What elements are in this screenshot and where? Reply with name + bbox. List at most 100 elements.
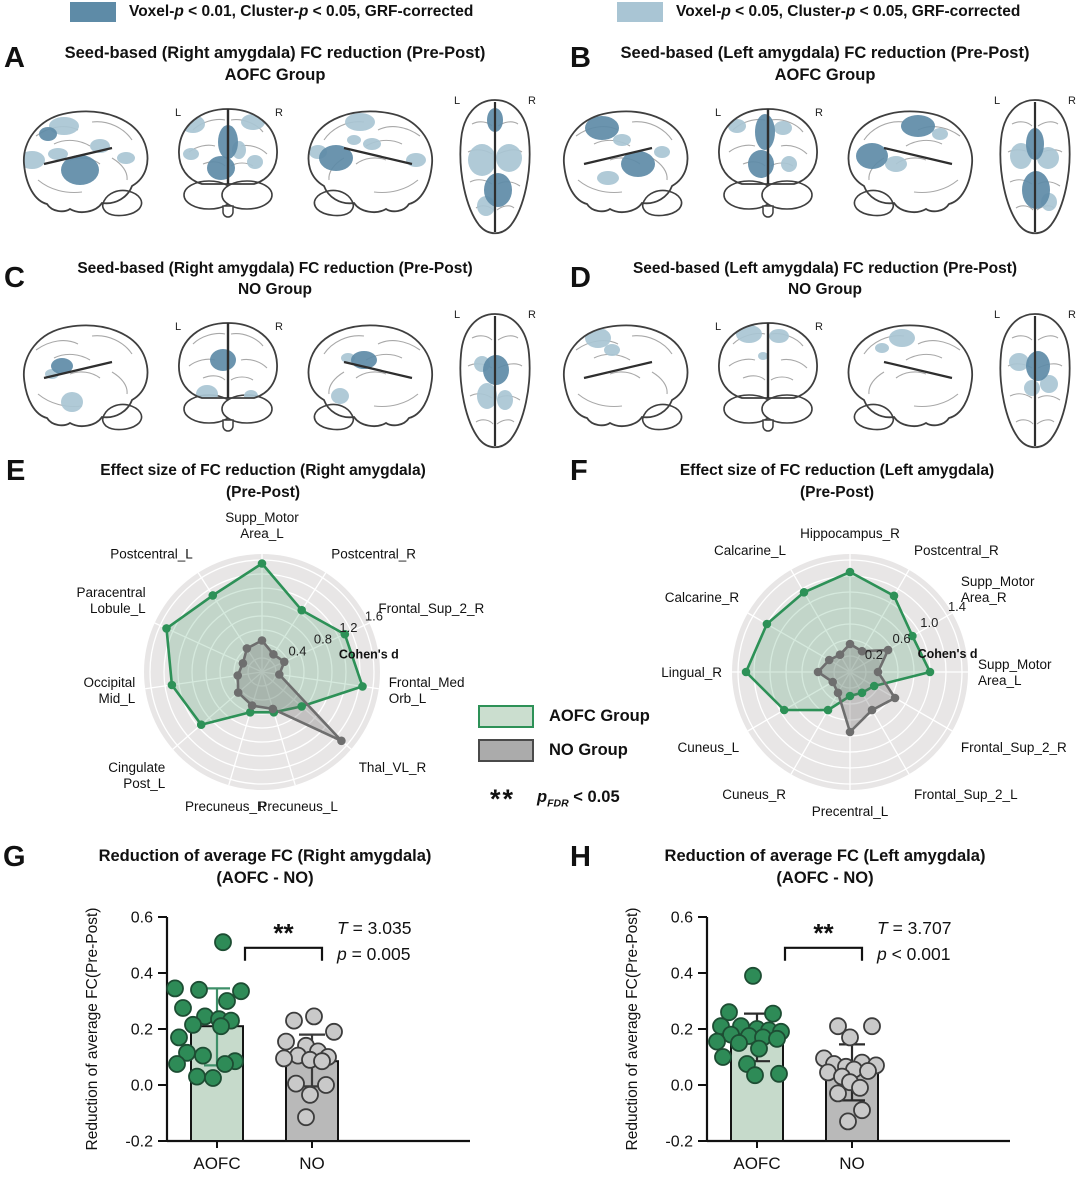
svg-text:R: R	[1068, 309, 1076, 321]
no-group-swatch	[478, 739, 534, 762]
svg-text:0.2: 0.2	[131, 1022, 153, 1039]
svg-text:Precentral_L: Precentral_L	[812, 804, 889, 819]
svg-text:Lingual_R: Lingual_R	[661, 665, 722, 680]
svg-text:T = 3.707: T = 3.707	[877, 918, 951, 938]
svg-text:Hippocampus_R: Hippocampus_R	[800, 526, 900, 541]
panel-a: A Seed-based (Right amygdala) FC reducti…	[0, 40, 540, 255]
svg-text:0.4: 0.4	[288, 643, 306, 658]
svg-text:L: L	[454, 309, 460, 321]
brain-view-0	[563, 324, 689, 431]
significance-note: ** pFDR < 0.05	[478, 785, 698, 812]
svg-text:Postcentral_L: Postcentral_L	[110, 546, 193, 561]
svg-text:R: R	[275, 107, 283, 119]
svg-text:Precuneus_L: Precuneus_L	[258, 799, 338, 814]
panel-d-letter: D	[570, 262, 591, 294]
svg-text:NO: NO	[839, 1154, 865, 1173]
svg-text:Cohen's d: Cohen's d	[339, 648, 399, 662]
significance-stars: **	[813, 918, 834, 948]
svg-text:-0.2: -0.2	[125, 1134, 153, 1151]
panel-b-title: Seed-based (Left amygdala) FC reduction …	[620, 44, 1030, 84]
significance-bracket	[243, 946, 324, 961]
svg-text:AOFC: AOFC	[193, 1154, 240, 1173]
legend-label-dark: Voxel-p < 0.01, Cluster-p < 0.05, GRF-co…	[129, 3, 474, 20]
svg-text:R: R	[528, 95, 536, 107]
brain-view-1: L R	[175, 321, 283, 432]
brain-view-1: L R	[715, 107, 823, 218]
brain-view-1: L R	[715, 321, 823, 432]
brain-view-3: L R	[454, 95, 536, 235]
significance-stars: **	[273, 918, 294, 948]
brain-view-3: L R	[994, 95, 1076, 235]
panel-f-radar-chart: 0.2 0.6 1.0 1.4 Cohen's d Hippocampus_R Postce…	[661, 526, 1067, 819]
svg-text:0.2: 0.2	[865, 647, 883, 662]
svg-text:0.8: 0.8	[314, 632, 332, 647]
panel-g-title: Reduction of average FC (Right amygdala)…	[98, 847, 432, 887]
svg-text:p < 0.001: p < 0.001	[876, 944, 950, 964]
svg-text:Frontal_Sup_2_R: Frontal_Sup_2_R	[378, 601, 484, 616]
aofc-group-label: AOFC Group	[549, 707, 650, 725]
brain-view-2	[847, 324, 973, 431]
panel-c-letter: C	[4, 262, 25, 294]
legend-item-no: NO Group	[478, 739, 698, 762]
svg-text:L: L	[715, 107, 721, 119]
panel-d-brain-figure: L R L R	[563, 309, 1076, 449]
light-blue-swatch	[617, 2, 663, 22]
svg-text:Calcarine_L: Calcarine_L	[714, 543, 787, 558]
svg-text:R: R	[528, 309, 536, 321]
panel-h-bar-chart: 0.6 0.4 0.2 0.0 -0.2 Reduction of average FC(…	[624, 908, 1010, 1173]
svg-text:L: L	[175, 321, 181, 333]
svg-text:L: L	[454, 95, 460, 107]
svg-text:T = 3.035: T = 3.035	[337, 918, 411, 938]
brain-view-2	[307, 110, 433, 217]
brain-view-2	[847, 110, 973, 217]
panel-e-letter: E	[6, 455, 26, 487]
panel-g-letter: G	[3, 841, 26, 873]
legend-item-aofc: AOFC Group	[478, 705, 698, 728]
significance-bracket	[783, 946, 864, 961]
svg-text:Cohen's d: Cohen's d	[918, 647, 978, 661]
brain-view-0	[23, 324, 149, 431]
svg-text:-0.2: -0.2	[665, 1134, 693, 1151]
panel-e-radar-chart: 0.4 0.8 1.2 1.6 Cohen's d Supp_Motor Area_L Pos…	[77, 510, 485, 814]
legend-label-light: Voxel-p < 0.05, Cluster-p < 0.05, GRF-co…	[676, 3, 1021, 20]
svg-text:Frontal_Sup_2_R: Frontal_Sup_2_R	[961, 740, 1067, 755]
panel-h-letter: H	[570, 841, 591, 873]
svg-text:R: R	[815, 321, 823, 333]
panel-a-letter: A	[4, 42, 25, 74]
panel-b-letter: B	[570, 42, 591, 74]
aofc-group-swatch	[478, 705, 534, 728]
panel-e: E Effect size of FC reduction (Right amy…	[0, 455, 540, 835]
panel-d-title: Seed-based (Left amygdala) FC reduction …	[632, 260, 1018, 298]
svg-text:0.6: 0.6	[131, 910, 153, 927]
svg-text:p = 0.005: p = 0.005	[336, 944, 410, 964]
svg-text:NO: NO	[299, 1154, 325, 1173]
brain-view-0	[563, 110, 689, 217]
panel-b: B Seed-based (Left amygdala) FC reductio…	[540, 40, 1080, 255]
svg-text:0.6: 0.6	[893, 631, 911, 646]
panel-f-title: Effect size of FC reduction (Left amygda…	[679, 462, 995, 501]
svg-text:AOFC: AOFC	[733, 1154, 780, 1173]
p-fdr-label: pFDR < 0.05	[537, 788, 620, 810]
panel-a-brain-figure: L R L R	[23, 95, 536, 235]
brain-view-2	[307, 324, 433, 431]
svg-text:Postcentral_R: Postcentral_R	[914, 543, 999, 558]
svg-text:Reduction of average FC(Pre-Po: Reduction of average FC(Pre-Post)	[84, 908, 101, 1151]
svg-text:0.0: 0.0	[671, 1078, 693, 1095]
panel-g: G Reduction of average FC (Right amygdal…	[0, 835, 540, 1177]
panel-d: D Seed-based (Left amygdala) FC reductio…	[540, 258, 1080, 458]
panel-c-brain-figure: L R L R	[23, 309, 536, 449]
svg-text:0.0: 0.0	[131, 1078, 153, 1095]
group-legend: AOFC Group NO Group ** pFDR < 0.05	[478, 705, 698, 812]
svg-text:Reduction of average FC(Pre-Po: Reduction of average FC(Pre-Post)	[624, 908, 641, 1151]
svg-text:L: L	[994, 95, 1000, 107]
panel-f: F Effect size of FC reduction (Left amyg…	[552, 455, 1080, 835]
brain-view-1: L R	[175, 107, 283, 218]
panel-g-bar-chart: 0.6 0.4 0.2 0.0 -0.2 Reduction of average FC(…	[84, 908, 470, 1173]
svg-text:0.2: 0.2	[671, 1022, 693, 1039]
